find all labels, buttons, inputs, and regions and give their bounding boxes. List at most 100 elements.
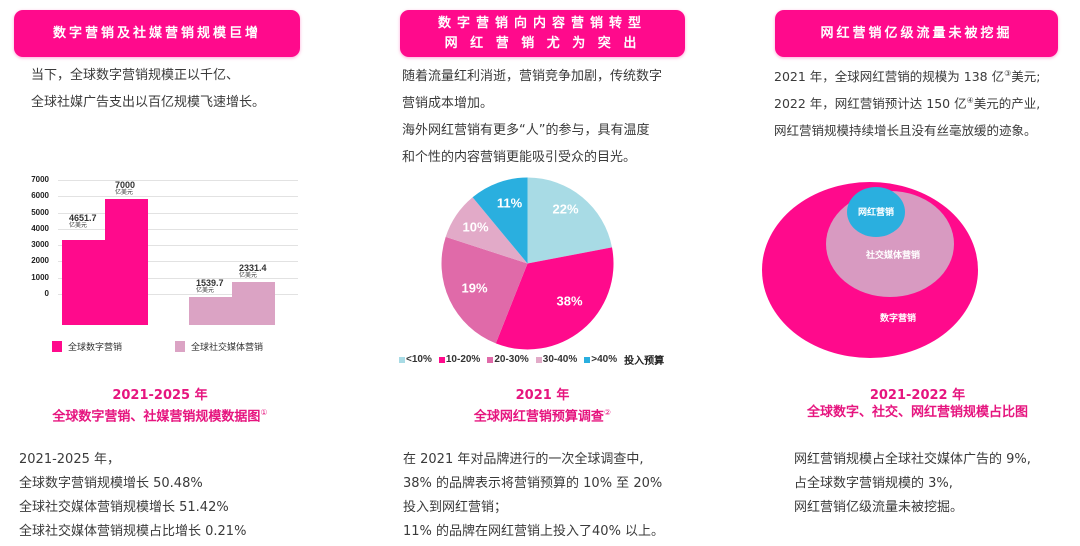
pie-value-label: 11% <box>497 196 523 211</box>
caption-title-text: 全球数字营销、社媒营销规模数据图 <box>52 409 261 425</box>
ellipse-label: 社交媒体营销 <box>865 249 920 261</box>
legend-label: 全球数字营销 <box>68 343 123 353</box>
pie-legend-item: 10-20% <box>438 354 481 365</box>
summary-line: 网红营销规模占全球社交媒体广告的 9%, <box>794 452 1031 467</box>
gridline <box>58 261 298 262</box>
legend-swatch <box>487 356 494 363</box>
footnote-marker: ② <box>603 408 612 417</box>
pie-legend-item: >40% <box>584 354 617 365</box>
col1-caption: 2021-2025 年 全球数字营销、社媒营销规模数据图① <box>20 387 300 425</box>
col3-intro-line: 网红营销规模持续增长且没有丝毫放缓的迹象。 <box>774 123 1037 138</box>
summary-line: 全球社交媒体营销规模增长 51.42% <box>19 500 229 515</box>
col2-header: 数字营销向内容营销转型 网 红 营 销 尤 为 突 出 <box>400 10 685 57</box>
col2-intro-line: 营销成本增加。 <box>402 96 494 111</box>
summary-line: 全球数字营销规模增长 50.48% <box>19 476 203 491</box>
ellipse-influencer-marketing <box>847 187 905 237</box>
legend-swatch <box>438 356 445 363</box>
legend-swatch <box>535 356 542 363</box>
caption-year: 2021-2022 年 <box>869 388 966 403</box>
pie-legend-title: 投入预算 <box>624 356 665 367</box>
col3-header: 网红营销亿级流量未被挖掘 <box>775 10 1058 57</box>
y-tick: 4000 <box>31 224 49 233</box>
pie-value-label: 38% <box>556 294 582 309</box>
bar-value-label: 1539.7 亿美元 <box>196 279 224 295</box>
pie-legend-item: 20-30% <box>487 354 529 365</box>
legend-item-social: 全球社交媒体营销 <box>175 340 263 353</box>
intro-text: 美元; <box>1011 69 1041 84</box>
legend-label: >40% <box>591 354 618 365</box>
gridline <box>58 245 298 246</box>
caption-year: 2021-2025 年 <box>112 388 208 403</box>
legend-label: <10% <box>406 354 432 365</box>
col3-intro-line: 2021 年，全球网红营销的规模为 138 亿③美元; <box>774 63 1040 90</box>
bar-value: 1539.7 <box>196 278 224 288</box>
summary-line: 全球社交媒体营销规模占比增长 0.21% <box>19 524 247 539</box>
summary-line: 占全球数字营销规模的 3%, <box>794 476 953 491</box>
caption-title: 全球数字营销、社媒营销规模数据图① <box>20 404 300 425</box>
col1-intro-line: 全球社媒广告支出以百亿规模飞速增长。 <box>31 95 266 110</box>
ellipse-label: 网红营销 <box>858 206 894 218</box>
summary-line: 网红营销亿级流量未被挖掘。 <box>794 500 964 515</box>
col2-header-line1: 数字营销向内容营销转型 <box>437 15 647 31</box>
legend-swatch <box>175 341 185 352</box>
legend-swatch <box>52 341 62 352</box>
footnote-marker: ③ <box>1004 68 1012 78</box>
y-tick: 6000 <box>31 191 49 200</box>
bar-value-label: 7000 亿美元 <box>115 181 135 197</box>
bar-unit: 亿美元 <box>196 288 215 294</box>
pie-slice-20-30 <box>441 236 528 344</box>
footnote-marker: ④ <box>966 95 974 105</box>
legend-label: 全球社交媒体营销 <box>191 343 264 353</box>
summary-line: 11% 的品牌在网红营销上投入了40% 以上。 <box>403 524 665 539</box>
gridline <box>58 213 298 214</box>
caption-title: 全球数字、社交、网红营销规模占比图 <box>806 405 1028 420</box>
intro-text: 2022 年，网红营销预计达 150 亿 <box>774 96 967 111</box>
y-tick: 0 <box>44 289 49 298</box>
bar-value: 7000 <box>115 180 136 190</box>
col3-header-text: 网红营销亿级流量未被挖掘 <box>820 26 1013 41</box>
legend-item-digital: 全球数字营销 <box>52 340 122 353</box>
footnote-marker: ① <box>260 408 268 417</box>
col2-intro-line: 和个性的内容营销更能吸引受众的目光。 <box>402 150 637 165</box>
legend-swatch <box>584 356 591 363</box>
bar-value: 2331.4 <box>239 263 267 273</box>
summary-line: 2021-2025 年， <box>19 452 120 467</box>
summary-line: 在 2021 年对品牌进行的一次全球调查中, <box>403 452 644 467</box>
col2-caption: 2021 年 全球网红营销预算调查② <box>400 387 685 425</box>
pie-legend: <10% 10-20% 20-30% 30-40% >40% 投入预算 <box>399 352 664 367</box>
pie-legend-item: 30-40% <box>535 354 578 365</box>
bar-digital-2021 <box>62 240 106 325</box>
legend-label: 10-20% <box>445 354 481 365</box>
pie-legend-item: <10% <box>399 354 432 365</box>
bar-value-label: 4651.7 亿美元 <box>69 214 97 230</box>
legend-label: 30-40% <box>542 354 578 365</box>
bar-social-2021 <box>189 297 233 325</box>
bar-social-2025 <box>232 282 275 325</box>
col2-intro: 随着流量红利消逝，营销竞争加剧，传统数字 营销成本增加。 海外网红营销有更多“人… <box>402 63 662 171</box>
legend-label: 20-30% <box>494 354 529 365</box>
pie-value-label: 19% <box>461 281 487 296</box>
pie-value-label: 22% <box>552 202 578 217</box>
pie-value-label: 10% <box>462 220 488 235</box>
col3-caption: 2021-2022 年 全球数字、社交、网红营销规模占比图 <box>775 387 1060 421</box>
pie-slice-lt10 <box>527 177 612 264</box>
gridline <box>58 180 298 181</box>
gridline <box>58 294 298 295</box>
caption-year: 2021 年 <box>515 388 570 403</box>
col1-summary: 2021-2025 年， 全球数字营销规模增长 50.48% 全球社交媒体营销规… <box>19 448 246 544</box>
ellipse-label: 数字营销 <box>880 312 916 324</box>
col2-summary: 在 2021 年对品牌进行的一次全球调查中, 38% 的品牌表示将营销预算的 1… <box>403 448 664 544</box>
bar-digital-2025 <box>105 199 148 325</box>
nested-ellipse-diagram: 网红营销 社交媒体营销 数字营销 <box>762 182 978 358</box>
caption-title: 全球网红营销预算调查② <box>400 404 685 425</box>
y-tick: 5000 <box>31 208 49 217</box>
y-tick: 1000 <box>31 273 49 282</box>
col3-intro-line: 2022 年，网红营销预计达 150 亿④美元的产业, <box>774 90 1040 117</box>
pie-chart: 22% 38% 19% 10% 11% <box>441 177 614 350</box>
pie-slice-10-20 <box>495 247 614 350</box>
caption-title-text: 全球网红营销预算调查 <box>473 409 604 425</box>
summary-line: 投入到网红营销； <box>403 500 508 515</box>
summary-line: 38% 的品牌表示将营销预算的 10% 至 20% <box>403 476 663 491</box>
gridline <box>58 229 298 230</box>
bar-value-label: 2331.4 亿美元 <box>239 264 267 280</box>
